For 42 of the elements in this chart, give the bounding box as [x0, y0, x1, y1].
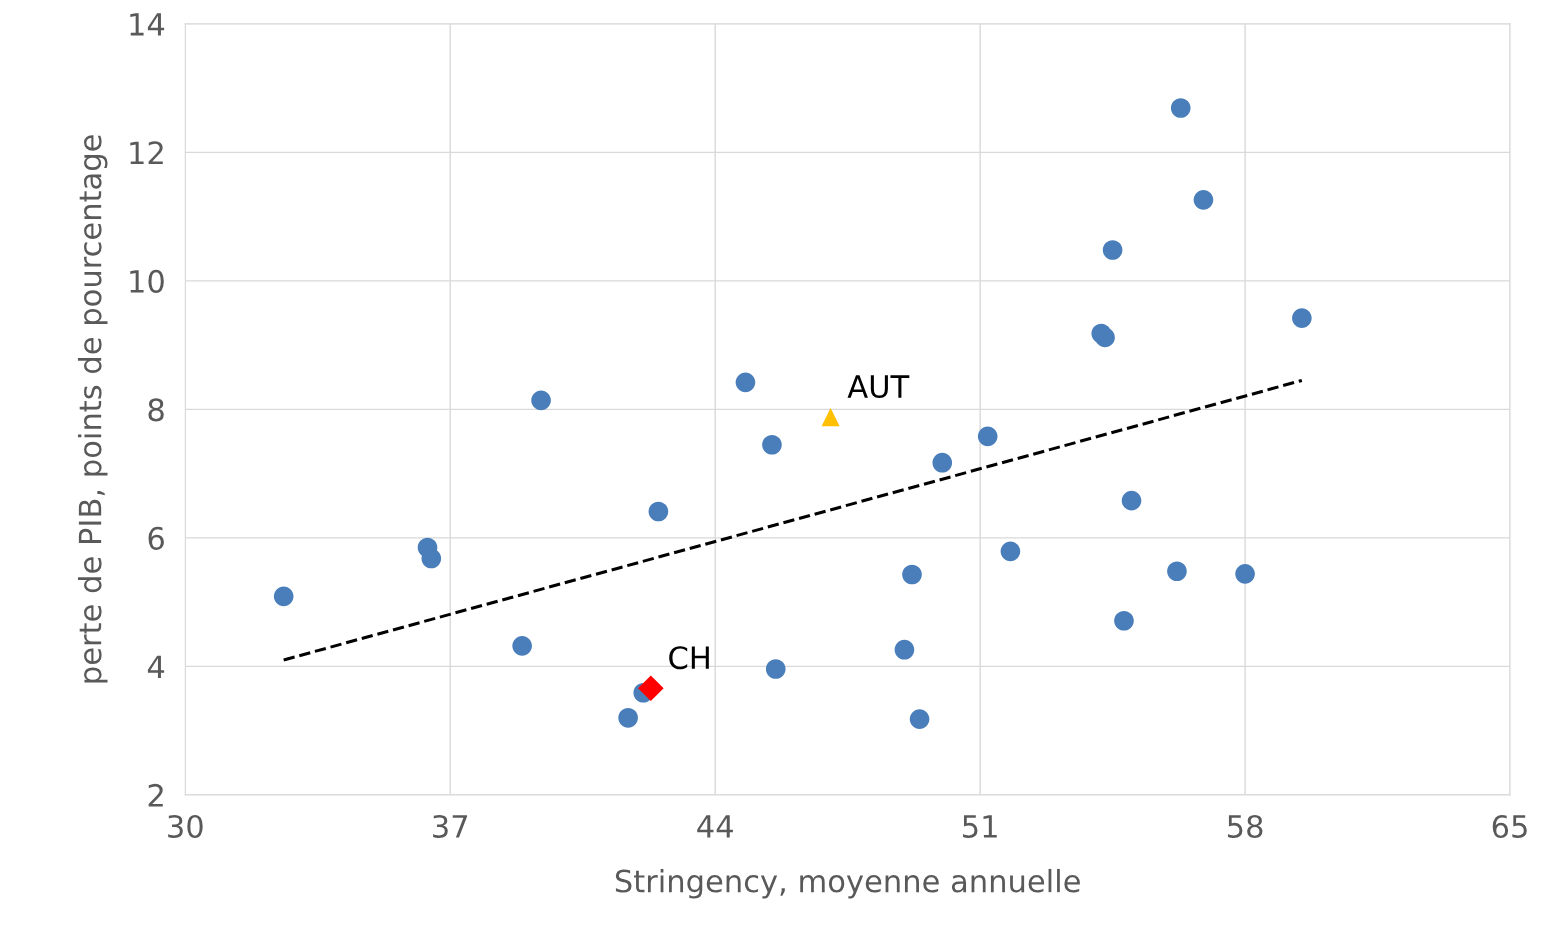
- point: [1235, 564, 1255, 584]
- point: [1193, 190, 1214, 210]
- y-axis-title: perte de PIB, points de pourcentage: [77, 135, 108, 683]
- point: [618, 707, 638, 728]
- point: [1167, 561, 1187, 582]
- point: [1000, 541, 1021, 562]
- y-tick-label: 4: [147, 655, 165, 679]
- y-tick-label: 2: [148, 783, 163, 807]
- point: [1114, 610, 1134, 631]
- point: [894, 639, 915, 660]
- annotation: AUT: [847, 375, 910, 399]
- x-tick-label: 30: [168, 814, 203, 839]
- point: [1102, 240, 1123, 260]
- x-tick-label: 65: [1492, 814, 1527, 839]
- point: [821, 408, 840, 427]
- x-tick-label: 44: [697, 815, 733, 838]
- point: [762, 434, 782, 455]
- y-tick-label: 10: [130, 269, 164, 293]
- x-tick-label: 51: [963, 815, 997, 839]
- y-tick-label: 8: [148, 398, 164, 422]
- y-tick-label: 14: [130, 13, 165, 36]
- point: [421, 548, 442, 569]
- point: [735, 372, 756, 393]
- point: [1170, 98, 1191, 118]
- x-axis-title: Stringency, moyenne annuelle: [615, 868, 1080, 899]
- point: [638, 675, 664, 702]
- point: [1292, 308, 1312, 328]
- point: [932, 452, 953, 473]
- point: [273, 586, 294, 607]
- y-tick-label: 6: [148, 526, 164, 550]
- y-tick-label: 12: [130, 141, 163, 164]
- point: [531, 390, 551, 411]
- point: [977, 426, 998, 447]
- x-tick-label: 58: [1228, 814, 1263, 839]
- point: [648, 501, 669, 522]
- point: [512, 636, 532, 656]
- point: [909, 709, 930, 729]
- point: [1121, 490, 1142, 511]
- x-tick-label: 37: [433, 814, 468, 839]
- annotation: CH: [669, 646, 709, 670]
- point: [765, 659, 786, 679]
- point: [902, 564, 922, 585]
